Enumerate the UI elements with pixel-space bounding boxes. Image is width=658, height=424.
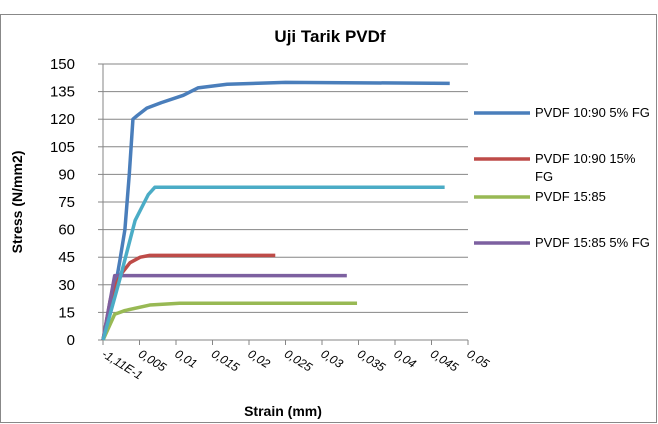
legend-label: PVDF 10:90 15% FG: [535, 151, 636, 184]
y-tick-label: 105: [50, 139, 75, 156]
series-line: [101, 185, 445, 341]
y-tick-label: 75: [58, 194, 75, 211]
y-tick-label: 90: [58, 166, 75, 183]
legend-label: PVDF 15:85 5% FG: [535, 235, 650, 250]
y-tick-label: 60: [58, 222, 75, 239]
series-line: [101, 80, 450, 341]
chart-title: Uji Tarik PVDf: [274, 27, 385, 46]
y-tick-label: 135: [50, 84, 75, 101]
series-line: [101, 273, 347, 341]
y-tick-label: 120: [50, 111, 75, 128]
legend-label: PVDF 10:90 5% FG: [535, 105, 650, 120]
y-tick-label: 150: [50, 56, 75, 73]
y-tick-label: 30: [58, 277, 75, 294]
series-line: [101, 301, 358, 341]
legend-label: PVDF 15:85: [535, 189, 606, 204]
x-axis-label: Strain (mm): [244, 403, 322, 419]
y-tick-label: 15: [58, 304, 75, 321]
y-axis-label: Stress (N/mm2): [9, 151, 25, 254]
y-tick-label: 0: [67, 332, 75, 349]
y-tick-label: 45: [58, 249, 75, 266]
